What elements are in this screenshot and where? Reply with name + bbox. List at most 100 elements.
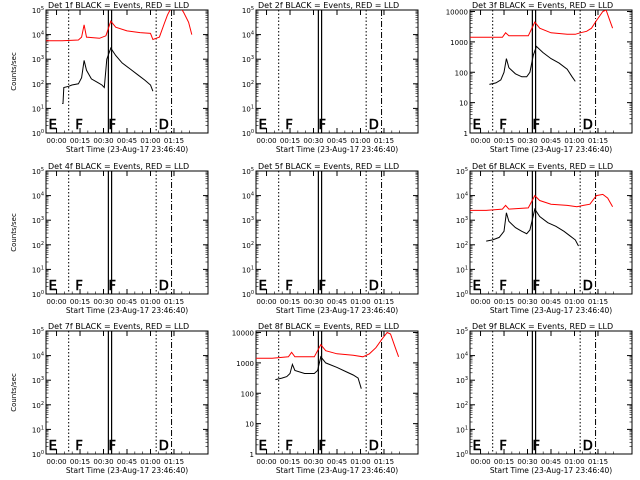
x-tick-label: 01:00 (564, 137, 584, 145)
event-marker-f: F (533, 118, 540, 133)
x-tick-label: 01:00 (564, 298, 584, 306)
x-tick-label: 00:30 (517, 458, 537, 466)
x-tick-label: 01:15 (588, 458, 608, 466)
y-tick-label: 100 (32, 290, 44, 299)
y-tick-label: 100 (456, 290, 468, 299)
x-tick-label: 00:45 (541, 298, 561, 306)
y-tick-label: 105 (456, 327, 468, 336)
y-tick-label: 100 (242, 129, 254, 138)
panel-title: Det 8f BLACK = Events, RED = LLD (258, 322, 399, 331)
x-tick-label: 01:15 (588, 298, 608, 306)
x-tick-label: 00:15 (70, 458, 90, 466)
x-axis-label: Start Time (23-Aug-17 23:46:40) (276, 306, 398, 315)
panel-title: Det 2f BLACK = Events, RED = LLD (258, 1, 399, 10)
y-tick-label: 100 (32, 129, 44, 138)
series-lld (46, 10, 193, 42)
x-tick-label: 00:15 (280, 298, 300, 306)
x-tick-label: 00:45 (117, 137, 137, 145)
x-tick-label: 01:15 (374, 137, 394, 145)
series-lld (256, 331, 400, 359)
y-tick-label: 102 (32, 241, 44, 250)
series-events (62, 46, 154, 104)
event-marker-e: E (473, 279, 481, 294)
x-tick-label: 00:30 (517, 298, 537, 306)
x-tick-label: 00:45 (327, 137, 347, 145)
series-events (275, 355, 362, 389)
y-tick-label: 101 (456, 265, 468, 274)
x-tick-label: 00:00 (470, 137, 490, 145)
x-axis-label: Start Time (23-Aug-17 23:46:40) (490, 306, 612, 315)
y-tick-label: 102 (456, 401, 468, 410)
event-marker-d: D (583, 279, 593, 294)
x-tick-label: 01:15 (588, 137, 608, 145)
event-marker-f: F (533, 439, 540, 454)
event-marker-f: F (109, 118, 116, 133)
event-marker-f: F (319, 118, 326, 133)
event-marker-e: E (473, 439, 481, 454)
x-tick-label: 00:15 (280, 137, 300, 145)
event-marker-f: F (109, 279, 116, 294)
x-tick-label: 01:00 (564, 458, 584, 466)
y-tick-label: 101 (456, 425, 468, 434)
x-tick-label: 01:15 (164, 298, 184, 306)
y-tick-label: 10000 (446, 9, 468, 17)
event-marker-e: E (259, 279, 267, 294)
event-marker-e: E (49, 118, 57, 133)
x-tick-label: 00:15 (494, 458, 514, 466)
panel-det-2: Det 2f BLACK = Events, RED = LLD 100 101 10… (242, 1, 419, 154)
x-tick-label: 00:45 (327, 458, 347, 466)
x-tick-label: 00:45 (541, 137, 561, 145)
event-marker-d: D (369, 439, 379, 454)
y-tick-label: 105 (32, 167, 44, 176)
x-tick-label: 00:00 (256, 458, 276, 466)
event-marker-f: F (109, 439, 116, 454)
y-tick-label: 103 (32, 216, 44, 225)
x-tick-label: 00:30 (303, 137, 323, 145)
x-tick-label: 00:00 (46, 137, 66, 145)
event-marker-d: D (583, 118, 593, 133)
event-marker-f: F (285, 118, 292, 133)
panel-det-1: Det 1f BLACK = Events, RED = LLD 100 101 10… (10, 1, 209, 154)
y-tick-label: 100 (242, 290, 254, 299)
y-tick-label: 100 (241, 390, 254, 398)
y-tick-label: 102 (32, 401, 44, 410)
x-tick-label: 01:00 (140, 137, 160, 145)
x-tick-label: 01:15 (164, 458, 184, 466)
series-events (489, 45, 576, 85)
y-tick-label: 105 (242, 6, 254, 15)
x-tick-label: 01:00 (350, 298, 370, 306)
y-tick-label: 104 (456, 192, 468, 201)
y-tick-label: 10 (459, 100, 468, 108)
x-tick-label: 00:00 (46, 458, 66, 466)
panel-title: Det 6f BLACK = Events, RED = LLD (472, 162, 613, 171)
event-marker-e: E (473, 118, 481, 133)
event-marker-e: E (259, 118, 267, 133)
x-tick-label: 01:00 (140, 458, 160, 466)
y-tick-label: 1 (464, 130, 468, 138)
y-tick-label: 101 (242, 265, 254, 274)
panel-title: Det 4f BLACK = Events, RED = LLD (48, 162, 189, 171)
event-marker-f: F (319, 439, 326, 454)
x-tick-label: 00:15 (280, 458, 300, 466)
y-tick-label: 104 (242, 192, 254, 201)
x-axis-label: Start Time (23-Aug-17 23:46:40) (490, 145, 612, 154)
event-marker-e: E (259, 439, 267, 454)
y-tick-label: 104 (32, 352, 44, 361)
x-tick-label: 00:15 (494, 137, 514, 145)
y-tick-label: 105 (32, 327, 44, 336)
event-marker-d: D (369, 279, 379, 294)
x-axis-label: Start Time (23-Aug-17 23:46:40) (276, 145, 398, 154)
event-marker-e: E (49, 439, 57, 454)
series-lld (470, 10, 614, 38)
panel-det-5: Det 5f BLACK = Events, RED = LLD 100 101 10… (242, 162, 419, 315)
y-axis-label: Counts/sec (10, 373, 18, 412)
x-tick-label: 00:30 (303, 298, 323, 306)
event-marker-f: F (75, 118, 82, 133)
y-tick-label: 103 (242, 55, 254, 64)
event-marker-f: F (285, 279, 292, 294)
x-tick-label: 00:15 (494, 298, 514, 306)
event-marker-e: E (49, 279, 57, 294)
panel-title: Det 1f BLACK = Events, RED = LLD (48, 1, 189, 10)
y-tick-label: 104 (32, 31, 44, 40)
